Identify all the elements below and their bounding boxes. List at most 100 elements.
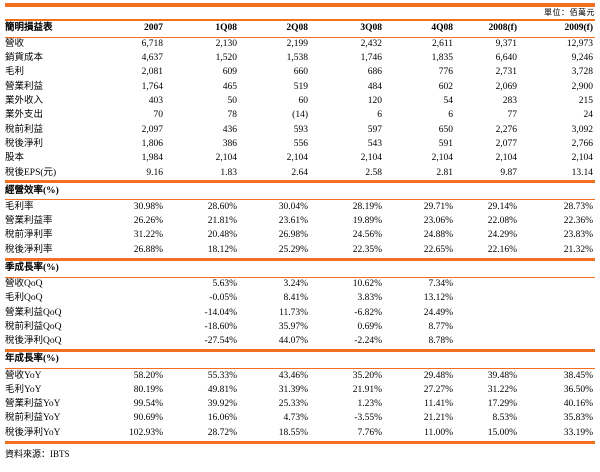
- table-header-row: 簡明損益表 2007 1Q08 2Q08 3Q08 4Q08 2008(f) 2009(f): [5, 20, 595, 37]
- cell-value: 9,371: [495, 38, 517, 49]
- cell-value: 6,640: [495, 53, 517, 64]
- cell-value: 686: [367, 67, 382, 78]
- cell-value: 33.19%: [563, 427, 593, 438]
- table-row: 營業利益 1,764 465 519 484 602 2,069 2,900: [5, 80, 595, 94]
- cell-value: 28.73%: [563, 201, 593, 212]
- table-row: 稅後淨利 1,806 386 556 543 591 2,077 2,766: [5, 138, 595, 152]
- cell-value: 650: [438, 124, 453, 135]
- row-label: 稅後淨利YoY: [5, 427, 61, 438]
- cell-value: 36.50%: [563, 384, 593, 395]
- cell-value: 31.39%: [278, 384, 308, 395]
- row-label: 稅前利益QoQ: [5, 321, 62, 332]
- row-label: 稅前利益: [5, 124, 44, 135]
- cell-value: 6,718: [141, 38, 163, 49]
- cell-value: 28.60%: [207, 201, 237, 212]
- row-label: 營業利益: [5, 81, 44, 92]
- column-header: 2Q08: [286, 23, 308, 33]
- cell-value: 2,276: [495, 124, 517, 135]
- table-row: 稅後淨利率 26.88% 18.12% 25.29% 22.35% 22.65% 22.16…: [5, 243, 595, 259]
- row-label: 稅後淨利率: [5, 244, 53, 255]
- cell-value: -6.82%: [354, 307, 382, 318]
- cell-value: 2.81: [436, 167, 453, 178]
- table-row: 毛利 2,081 609 660 686 776 2,731 3,728: [5, 66, 595, 80]
- cell-value: 23.61%: [278, 216, 308, 227]
- row-label: 營收QoQ: [5, 279, 43, 290]
- column-header: 2009(f): [564, 23, 594, 33]
- table-row: 毛利QoQ -0.05% 8.41% 3.83% 13.12%: [5, 292, 595, 306]
- cell-value: 20.48%: [207, 230, 237, 241]
- table-body: 營收 6,718 2,130 2,199 2,432 2,611 9,371 12,973 銷貨…: [5, 37, 595, 442]
- cell-value: 30.98%: [133, 201, 163, 212]
- cell-value: 8.78%: [428, 336, 453, 347]
- cell-value: 2,104: [431, 153, 453, 164]
- row-label: 營業利益YoY: [5, 399, 61, 410]
- cell-value: 2.64: [291, 167, 308, 178]
- table-row: 毛利率 30.98% 28.60% 30.04% 28.19% 29.71% 29.14% 2…: [5, 200, 595, 215]
- cell-value: 29.14%: [487, 201, 517, 212]
- cell-value: 2,104: [495, 153, 517, 164]
- cell-value: [89, 306, 163, 320]
- cell-value: [453, 306, 517, 320]
- cell-value: 2,611: [431, 38, 453, 49]
- cell-value: 35.97%: [278, 321, 308, 332]
- row-label: 股本: [5, 153, 25, 164]
- table-row: 稅前利益QoQ -18.60% 35.97% 0.69% 8.77%: [5, 321, 595, 335]
- table-row: 銷貨成本 4,637 1,520 1,538 1,746 1,835 6,640 9,246: [5, 52, 595, 66]
- cell-value: 11.00%: [424, 427, 453, 438]
- cell-value: 31.22%: [133, 230, 163, 241]
- cell-value: 1,764: [141, 81, 163, 92]
- cell-value: 28.19%: [352, 201, 382, 212]
- cell-value: [453, 321, 517, 335]
- table-row: 營收QoQ 5.63% 3.24% 10.62% 7.34%: [5, 277, 595, 292]
- cell-value: 21.21%: [423, 413, 453, 424]
- cell-value: 8.77%: [428, 321, 453, 332]
- cell-value: 215: [578, 96, 593, 107]
- cell-value: 2,130: [215, 38, 237, 49]
- cell-value: [89, 335, 163, 351]
- cell-value: 1.23%: [357, 399, 382, 410]
- cell-value: 2,104: [571, 153, 593, 164]
- cell-value: 2,069: [495, 81, 517, 92]
- cell-value: 23.83%: [563, 230, 593, 241]
- cell-value: 2,199: [286, 38, 308, 49]
- row-label: 稅前利益YoY: [5, 413, 61, 424]
- cell-value: 11.41%: [424, 399, 453, 410]
- cell-value: [453, 335, 517, 351]
- cell-value: 556: [293, 138, 308, 149]
- table-row: 稅後淨利YoY 102.93% 28.72% 18.55% 7.76% 11.00% 15.…: [5, 426, 595, 442]
- cell-value: 22.08%: [487, 216, 517, 227]
- table-row: 營業利益率 26.26% 21.81% 23.61% 19.89% 23.06% 22.08…: [5, 215, 595, 229]
- cell-value: 44.07%: [278, 336, 308, 347]
- table-row: 稅前利益 2,097 436 593 597 650 2,276 3,092: [5, 123, 595, 137]
- table-row: 稅後淨利QoQ -27.54% 44.07% -2.24% 8.78%: [5, 335, 595, 351]
- cell-value: 29.71%: [423, 201, 453, 212]
- cell-value: 597: [367, 124, 382, 135]
- cell-value: 13.14: [571, 167, 593, 178]
- column-header: 1Q08: [215, 23, 237, 33]
- cell-value: 609: [222, 67, 237, 78]
- section-header-row: 季成長率(%): [5, 259, 595, 278]
- cell-value: 660: [293, 67, 308, 78]
- cell-value: 22.16%: [487, 244, 517, 255]
- cell-value: 27.27%: [423, 384, 453, 395]
- cell-value: 2,104: [215, 153, 237, 164]
- cell-value: 6: [448, 110, 453, 121]
- cell-value: 602: [438, 81, 453, 92]
- cell-value: 403: [148, 96, 163, 107]
- table-title: 簡明損益表: [5, 23, 53, 33]
- cell-value: [517, 306, 595, 320]
- cell-value: 0.69%: [357, 321, 382, 332]
- cell-value: 13.12%: [423, 293, 453, 304]
- cell-value: 38.45%: [563, 370, 593, 381]
- cell-value: 25.29%: [278, 244, 308, 255]
- table-row: 股本 1,984 2,104 2,104 2,104 2,104 2,104 2,104: [5, 152, 595, 166]
- cell-value: 18.55%: [278, 427, 308, 438]
- cell-value: [453, 277, 517, 292]
- cell-value: -3.55%: [354, 413, 382, 424]
- cell-value: 386: [222, 138, 237, 149]
- row-label: 營業利益率: [5, 216, 53, 227]
- cell-value: 80.19%: [133, 384, 163, 395]
- table-row: 營業利益YoY 99.54% 39.92% 25.33% 1.23% 11.41% 17.2…: [5, 398, 595, 412]
- cell-value: -14.04%: [204, 307, 237, 318]
- section-header: 季成長率(%): [5, 262, 59, 273]
